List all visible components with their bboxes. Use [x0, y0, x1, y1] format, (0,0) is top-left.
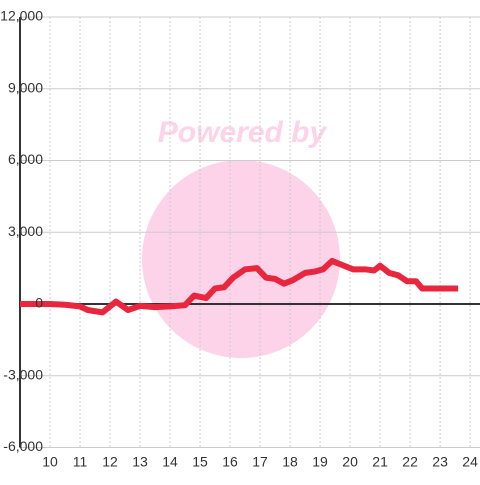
x-tick-label: 15	[192, 454, 208, 470]
y-tick-label: 12,000	[0, 8, 43, 24]
x-tick-label: 19	[312, 454, 328, 470]
x-tick-label: 10	[42, 454, 58, 470]
y-tick-label: 0	[35, 295, 43, 311]
x-tick-label: 20	[342, 454, 358, 470]
y-tick-label: 3,000	[8, 223, 43, 239]
y-tick-label: 6,000	[8, 151, 43, 167]
x-tick-label: 22	[402, 454, 418, 470]
y-tick-label: 9,000	[8, 79, 43, 95]
data-line	[20, 257, 459, 316]
x-tick-label: 13	[132, 454, 148, 470]
watermark-text: Powered by	[158, 116, 328, 149]
plot	[20, 257, 459, 316]
grid	[19, 16, 480, 448]
x-tick-label: 18	[282, 454, 298, 470]
y-tick-label: -3,000	[3, 366, 43, 382]
watermark-circle	[142, 160, 340, 358]
x-tick-label: 16	[222, 454, 238, 470]
y-tick-label: -6,000	[3, 438, 43, 454]
x-tick-label: 12	[102, 454, 118, 470]
x-tick-label: 11	[73, 454, 88, 470]
x-tick-label: 17	[252, 454, 268, 470]
x-tick-label: 14	[162, 454, 178, 470]
x-tick-label: 21	[372, 454, 388, 470]
x-tick-label: 24	[462, 454, 478, 470]
x-tick-label: 23	[432, 454, 448, 470]
